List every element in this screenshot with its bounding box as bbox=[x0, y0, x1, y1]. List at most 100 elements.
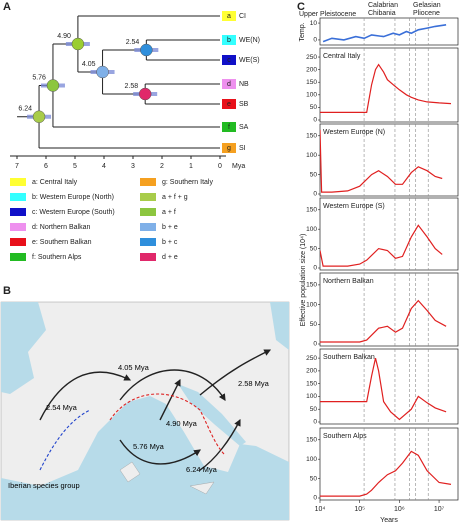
legend-label: f: Southern Alps bbox=[32, 254, 82, 261]
panel-frame bbox=[319, 47, 459, 123]
y-tick-label: 0 bbox=[313, 265, 317, 272]
axis-tick-label: 5 bbox=[73, 163, 77, 170]
legend-label: c: Western Europe (South) bbox=[32, 209, 115, 216]
node-pie bbox=[138, 87, 152, 101]
node-pie bbox=[96, 65, 109, 79]
series-line bbox=[320, 450, 452, 497]
node-pie bbox=[32, 110, 46, 123]
panel-label: C bbox=[297, 1, 305, 13]
panel-label: B bbox=[3, 285, 11, 297]
panel-frame bbox=[319, 427, 459, 501]
tip-box bbox=[222, 99, 236, 109]
x-tick-label: 10⁷ bbox=[434, 506, 445, 513]
legend-swatch bbox=[140, 223, 156, 231]
node-age: 2.54 bbox=[126, 39, 140, 46]
tip-box bbox=[222, 122, 236, 132]
map-annotation: 6.24 Mya bbox=[186, 465, 218, 474]
tip-letter: b bbox=[227, 37, 231, 44]
panel-title: Southern Alps bbox=[323, 433, 367, 440]
period-label: Upper Pleistocene bbox=[299, 11, 356, 18]
series-line bbox=[320, 63, 452, 113]
panel-frame bbox=[319, 197, 459, 271]
tip-letter: g bbox=[227, 145, 231, 152]
panel-title: Southern Balkan bbox=[323, 354, 375, 361]
y-tick-label: 0 bbox=[313, 37, 317, 44]
y-tick-label: 150 bbox=[306, 206, 317, 213]
axis-tick-label: 4 bbox=[102, 163, 106, 170]
axis-tick-label: 2 bbox=[160, 163, 164, 170]
panel-title: Northern Balkan bbox=[323, 278, 374, 285]
y-tick-label: 100 bbox=[306, 92, 317, 99]
tip-letter: f bbox=[228, 124, 230, 131]
legend-label: b + c bbox=[162, 239, 178, 246]
axis-tick-label: 7 bbox=[15, 163, 19, 170]
y-tick-label: 0 bbox=[313, 495, 317, 502]
y-tick-label: 50 bbox=[310, 475, 318, 482]
y-tick-label: 200 bbox=[306, 368, 317, 375]
map-annotation: 2.58 Mya bbox=[238, 379, 270, 388]
y-tick-label: 100 bbox=[306, 393, 317, 400]
node-age: 4.90 bbox=[57, 33, 71, 40]
node-age: 4.05 bbox=[82, 61, 96, 68]
tip-code: NB bbox=[239, 81, 249, 88]
period-label: Chibania bbox=[368, 10, 396, 17]
panel-title: Western Europe (S) bbox=[323, 203, 385, 210]
y-tick-label: 10 bbox=[310, 20, 318, 27]
y-tick-label: 0 bbox=[313, 191, 317, 198]
temp-label: Temp. bbox=[299, 22, 306, 41]
legend-label: b + e bbox=[162, 224, 178, 231]
node-pie bbox=[71, 37, 85, 51]
panel-title: Western Europe (N) bbox=[323, 129, 385, 136]
tip-letter: e bbox=[227, 101, 231, 108]
series-line bbox=[320, 129, 443, 193]
tip-letter: c bbox=[227, 57, 231, 64]
legend-swatch bbox=[10, 178, 26, 186]
panel-frame bbox=[319, 123, 459, 197]
node-age: 2.58 bbox=[125, 83, 139, 90]
legend-label: a + f bbox=[162, 209, 176, 216]
y-tick-label: 50 bbox=[310, 245, 318, 252]
tip-code: CI bbox=[239, 13, 246, 20]
legend-label: b: Western Europe (North) bbox=[32, 194, 114, 201]
series-line bbox=[320, 299, 447, 343]
y-axis-label: Effective population size (10⁴) bbox=[300, 234, 307, 327]
y-tick-label: 100 bbox=[306, 456, 317, 463]
legend-label: d: Northern Balkan bbox=[32, 224, 90, 231]
panel-frame bbox=[319, 17, 459, 46]
legend-swatch bbox=[140, 178, 156, 186]
panel-title: Central Italy bbox=[323, 53, 361, 60]
legend-swatch bbox=[140, 253, 156, 261]
y-tick-label: 0 bbox=[313, 419, 317, 426]
legend-swatch bbox=[10, 253, 26, 261]
tip-code: SB bbox=[239, 101, 249, 108]
tip-letter: d bbox=[227, 81, 231, 88]
legend-swatch bbox=[140, 238, 156, 246]
node-pie bbox=[140, 43, 153, 57]
legend-swatch bbox=[10, 193, 26, 201]
axis-tick-label: 3 bbox=[131, 163, 135, 170]
legend-label: d + e bbox=[162, 254, 178, 261]
legend-swatch bbox=[10, 223, 26, 231]
axis-tick-label: 1 bbox=[189, 163, 193, 170]
x-axis-label: Years bbox=[380, 517, 398, 524]
tip-code: SI bbox=[239, 145, 246, 152]
series-line bbox=[322, 24, 447, 43]
legend-label: e: Southern Balkan bbox=[32, 239, 92, 246]
y-tick-label: 0 bbox=[313, 117, 317, 124]
tip-box bbox=[222, 55, 236, 65]
map-annotation: 4.90 Mya bbox=[166, 419, 198, 428]
node-age: 6.24 bbox=[18, 106, 32, 113]
period-label: Gelasian bbox=[413, 2, 441, 9]
panel-frame bbox=[319, 272, 459, 347]
legend-swatch bbox=[140, 208, 156, 216]
series-line bbox=[320, 357, 447, 421]
x-tick-label: 10⁶ bbox=[394, 506, 405, 513]
y-tick-label: 150 bbox=[306, 132, 317, 139]
y-tick-label: 100 bbox=[306, 152, 317, 159]
legend-swatch bbox=[10, 208, 26, 216]
y-tick-label: 50 bbox=[310, 406, 318, 413]
tip-box bbox=[222, 35, 236, 45]
y-tick-label: 150 bbox=[306, 380, 317, 387]
period-label: Pliocene bbox=[413, 10, 440, 17]
map-annotation: 4.05 Mya bbox=[118, 363, 150, 372]
